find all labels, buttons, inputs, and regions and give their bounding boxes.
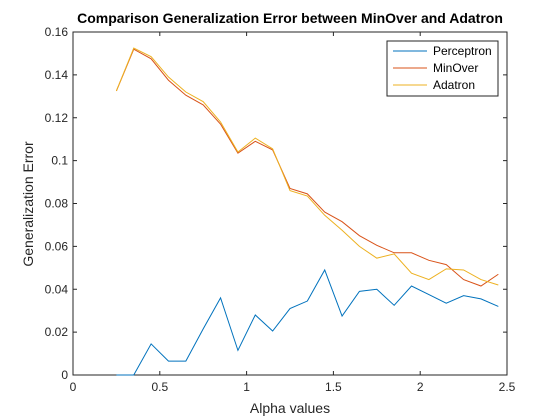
series-line-perceptron: [116, 268, 499, 376]
series-lines: [115, 47, 499, 376]
legend-label-perceptron: Perceptron: [433, 44, 492, 58]
chart-title: Comparison Generalization Error between …: [77, 10, 503, 26]
x-tick-label: 1.5: [325, 380, 342, 394]
y-tick-label: 0.02: [45, 325, 69, 339]
y-tick-label: 0.06: [45, 239, 69, 253]
legend: Perceptron MinOver Adatron: [386, 40, 499, 97]
x-tick-label: 0: [70, 380, 77, 394]
y-tick-label: 0.08: [45, 197, 69, 211]
y-axis-title: Generalization Error: [20, 141, 36, 267]
y-tick-label: 0.12: [45, 111, 69, 125]
y-tick-label: 0: [61, 368, 68, 382]
y-tick-label: 0.16: [45, 25, 69, 39]
y-tick-label: 0.1: [51, 154, 68, 168]
x-tick-label: 0.5: [151, 380, 168, 394]
legend-label-minover: MinOver: [433, 61, 478, 75]
y-tick-label: 0.04: [45, 282, 69, 296]
series-line-minover: [115, 48, 499, 287]
x-tick-label: 1: [243, 380, 250, 394]
x-tick-label: 2.5: [499, 380, 516, 394]
x-axis-title: Alpha values: [250, 400, 330, 416]
x-tick-label: 2: [417, 380, 424, 394]
series-line-adatron: [115, 47, 499, 286]
y-tick-label: 0.14: [45, 68, 69, 82]
legend-label-adatron: Adatron: [433, 78, 475, 92]
